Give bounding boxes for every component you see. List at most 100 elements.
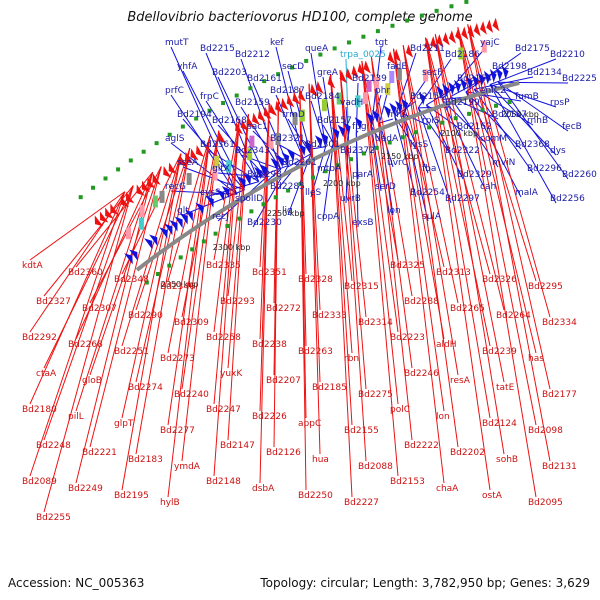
forward-feature-line xyxy=(355,82,359,133)
forward-gene-arrow xyxy=(179,213,188,225)
forward-gene-label: Bd2198 xyxy=(492,62,527,72)
cog-block xyxy=(458,47,464,60)
forward-gene-label: Bd2296 xyxy=(527,164,562,174)
cog-block xyxy=(268,136,274,149)
reverse-gene-arrow xyxy=(351,65,359,79)
forward-gene-arrow xyxy=(281,152,290,165)
forward-gene-arrow xyxy=(275,155,284,168)
rrna-marker xyxy=(261,202,266,207)
forward-gene-label: Bd2361 xyxy=(200,140,235,150)
reverse-feature-line xyxy=(29,191,126,477)
reverse-feature-line xyxy=(29,191,126,405)
forward-gene-label: Bd2298 xyxy=(247,170,282,180)
forward-gene-arrow xyxy=(337,124,345,138)
reverse-gene-label: Bd2183 xyxy=(128,455,163,465)
rrna-marker xyxy=(310,175,315,180)
rrna-marker xyxy=(155,272,160,277)
cog-color-blocks xyxy=(78,0,512,285)
reverse-gene-arrow xyxy=(269,103,278,117)
rrna-marker xyxy=(480,107,485,112)
cog-block xyxy=(396,68,402,81)
forward-gene-arrow xyxy=(354,117,363,130)
forward-feature-line xyxy=(379,118,394,124)
forward-gene-label: Bd2212 xyxy=(235,50,270,60)
reverse-gene-arrow xyxy=(405,44,414,58)
forward-feature-line xyxy=(345,58,349,137)
reverse-feature-line xyxy=(402,45,459,376)
reverse-feature-line xyxy=(167,135,211,354)
reverse-feature-line xyxy=(89,166,162,304)
forward-gene-label: sulA xyxy=(422,212,442,222)
reverse-gene-label: Bd2326 xyxy=(482,275,517,285)
forward-gene-label: spoIID xyxy=(235,194,263,204)
forward-gene-label: Bd2329 xyxy=(457,170,492,180)
forward-gene-arrow xyxy=(164,223,173,236)
rrna-marker xyxy=(374,145,379,150)
cog-block xyxy=(226,160,232,173)
forward-gene-label: Bd2187 xyxy=(270,86,305,96)
forward-feature-line xyxy=(275,157,304,192)
reverse-gene-arrow xyxy=(473,22,481,37)
rrna-marker xyxy=(494,103,499,108)
forward-gene-label: Bd2256 xyxy=(550,194,585,204)
reverse-gene-label: Bd2251 xyxy=(114,347,149,357)
rrna-marker xyxy=(167,263,172,268)
reverse-gene-arrow xyxy=(436,34,444,48)
reverse-feature-line xyxy=(467,24,551,318)
reverse-gene-label: Bd2325 xyxy=(390,261,425,271)
reverse-gene-label: ymdA xyxy=(174,462,201,472)
forward-gene-arrow xyxy=(331,127,340,140)
forward-gene-arrow xyxy=(483,70,491,85)
rrna-marker xyxy=(434,8,439,13)
backbone-arc xyxy=(135,80,520,272)
reverse-feature-line xyxy=(424,37,491,419)
reverse-gene-arrow xyxy=(252,112,260,126)
reverse-gene-arrow xyxy=(327,75,336,89)
reverse-gene-label: has xyxy=(528,354,544,364)
forward-feature-line xyxy=(489,84,557,156)
rrna-marker xyxy=(390,23,395,28)
reverse-feature-line xyxy=(330,74,353,498)
reverse-feature-line xyxy=(361,60,399,477)
reverse-feature-line xyxy=(467,24,551,390)
forward-gene-label: Bd2285 xyxy=(270,182,305,192)
reverse-feature-line xyxy=(181,130,220,462)
reverse-feature-line xyxy=(361,60,399,333)
forward-gene-arrow xyxy=(489,69,497,83)
rrna-marker xyxy=(262,79,267,84)
kbp-label: 2300 kbp xyxy=(213,243,251,252)
forward-gene-label: parA xyxy=(352,170,374,180)
forward-gene-arrow xyxy=(395,100,403,114)
reverse-gene-label: Bd2195 xyxy=(114,491,149,501)
forward-gene-arrow xyxy=(501,65,509,80)
forward-gene-arrow xyxy=(243,173,252,186)
forward-feature-line xyxy=(287,153,311,168)
reverse-gene-label: sohB xyxy=(496,455,518,465)
forward-gene-label: mviN xyxy=(492,158,515,168)
forward-gene-label: copA xyxy=(317,212,340,222)
forward-gene-label: fpg xyxy=(352,122,367,132)
reverse-gene-label: Bd2155 xyxy=(344,426,379,436)
reverse-gene-label: Bd2222 xyxy=(404,441,439,451)
forward-gene-label: rpsP xyxy=(550,98,570,108)
cog-block xyxy=(423,69,429,82)
reverse-feature-line xyxy=(29,191,126,261)
rrna-marker xyxy=(286,188,291,193)
reverse-feature-line xyxy=(467,24,551,462)
forward-gene-arrow xyxy=(448,81,455,96)
forward-gene-label: Bd2368 xyxy=(515,140,550,150)
forward-gene-label: Bd2211 xyxy=(410,44,445,54)
forward-gene-arrow xyxy=(195,202,204,215)
forward-strand-genes xyxy=(124,65,509,265)
reverse-feature-line xyxy=(434,34,505,311)
rrna-marker xyxy=(449,4,454,9)
reverse-gene-arrow xyxy=(94,215,104,227)
reverse-gene-arrow xyxy=(455,28,463,42)
reverse-gene-arrow xyxy=(442,32,450,46)
forward-gene-label: cysS xyxy=(200,188,221,198)
reverse-gene-label: appC xyxy=(298,419,321,429)
reverse-gene-arrow xyxy=(357,62,365,76)
reverse-feature-line xyxy=(259,103,270,484)
reverse-gene-label: Bd2226 xyxy=(252,412,287,422)
